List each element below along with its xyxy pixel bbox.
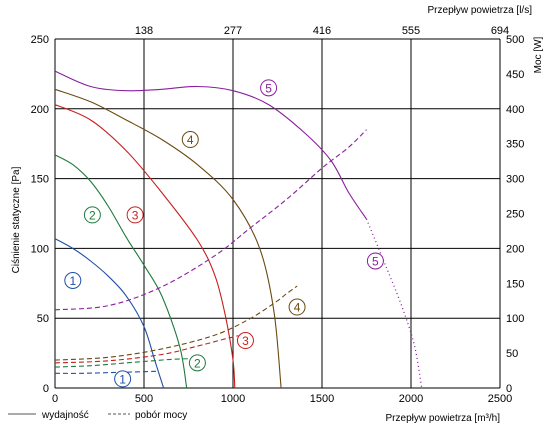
y-right-tick-label: 500 [506,34,524,46]
y-right-tick-label: 50 [506,348,518,360]
pressure-marker-circle-1 [64,272,82,290]
power-marker-circle-4 [288,298,306,316]
pressure-marker-label-2: 2 [89,208,96,222]
power-curve-1 [54,370,159,374]
x-bottom-tick-label: 2000 [399,393,423,405]
power-marker-circle-2 [188,354,206,372]
pressure-curve-5 [54,70,367,220]
x-bottom-tick-label: 2500 [488,393,512,405]
pressure-curve-1 [54,238,165,389]
x-bottom-axis-title: Przepływ powietrza [m³/h] [386,413,501,424]
y-right-tick-label: 150 [506,278,524,290]
legend: wydajność pobór mocy [8,410,187,421]
series-group [54,70,423,389]
pressure-curve-3 [54,104,236,389]
y-right-tick-label: 350 [506,139,524,151]
power-marker-label-1: 1 [119,372,126,386]
pressure-marker-circle-3 [126,206,144,224]
x-top-axis-title: Przepływ powietrza [l/s] [428,5,533,16]
y-right-tick-label: 400 [506,104,524,116]
y-right-tick-label: 250 [506,209,524,221]
legend-label-solid: wydajność [41,410,89,421]
x-bottom-tick-label: 1000 [221,393,245,405]
power-marker-circle-3 [236,332,254,350]
y-left-tick-label: 200 [31,104,49,116]
power-marker-circle-5 [366,252,384,270]
pressure-marker-label-5: 5 [265,81,272,95]
grid [54,38,501,389]
pressure-curve-2 [54,154,188,389]
y-right-tick-label: 100 [506,313,524,325]
power-curve-4 [54,285,298,361]
y-left-tick-label: 0 [43,383,49,395]
y-right-tick-label: 300 [506,174,524,186]
pressure-extension-5 [365,218,423,389]
y-left-tick-label: 250 [31,34,49,46]
y-right-tick-label: 0 [506,383,512,395]
x-bottom-tick-label: 0 [52,393,58,405]
y-right-axis-title: Moc [W] [533,36,544,73]
series-markers: 1 1 2 2 3 3 4 4 5 5 [64,79,384,388]
power-curve-3 [54,335,239,364]
pressure-marker-label-1: 1 [69,274,76,288]
x-bottom-tick-label: 500 [135,393,153,405]
power-curve-2 [54,358,202,368]
power-marker-circle-1 [114,370,132,388]
power-marker-label-5: 5 [372,254,379,268]
pressure-marker-circle-5 [260,79,278,97]
pressure-marker-circle-4 [181,131,199,149]
y-left-tick-label: 100 [31,243,49,255]
x-bottom-tick-label: 1500 [310,393,334,405]
y-left-tick-label: 50 [37,313,49,325]
x-top-tick-label: 694 [491,25,509,37]
power-marker-label-2: 2 [194,356,201,370]
pressure-curve-4 [54,88,282,389]
y-right-tick-label: 450 [506,69,524,81]
power-marker-label-3: 3 [242,334,249,348]
legend-label-dashed: pobór mocy [135,410,187,421]
power-marker-label-4: 4 [294,301,301,315]
y-right-tick-label: 200 [506,243,524,255]
x-top-tick-label: 416 [313,25,331,37]
pressure-marker-circle-2 [83,206,101,224]
pressure-marker-label-4: 4 [187,133,194,147]
power-curve-5 [54,129,367,311]
y-left-tick-label: 150 [31,174,49,186]
x-top-tick-label: 138 [135,25,153,37]
x-top-tick-label: 555 [402,25,420,37]
x-top-tick-label: 277 [224,25,242,37]
pressure-marker-label-3: 3 [132,208,139,222]
y-left-axis-title: Ciśnienie statyczne [Pa] [11,166,22,273]
